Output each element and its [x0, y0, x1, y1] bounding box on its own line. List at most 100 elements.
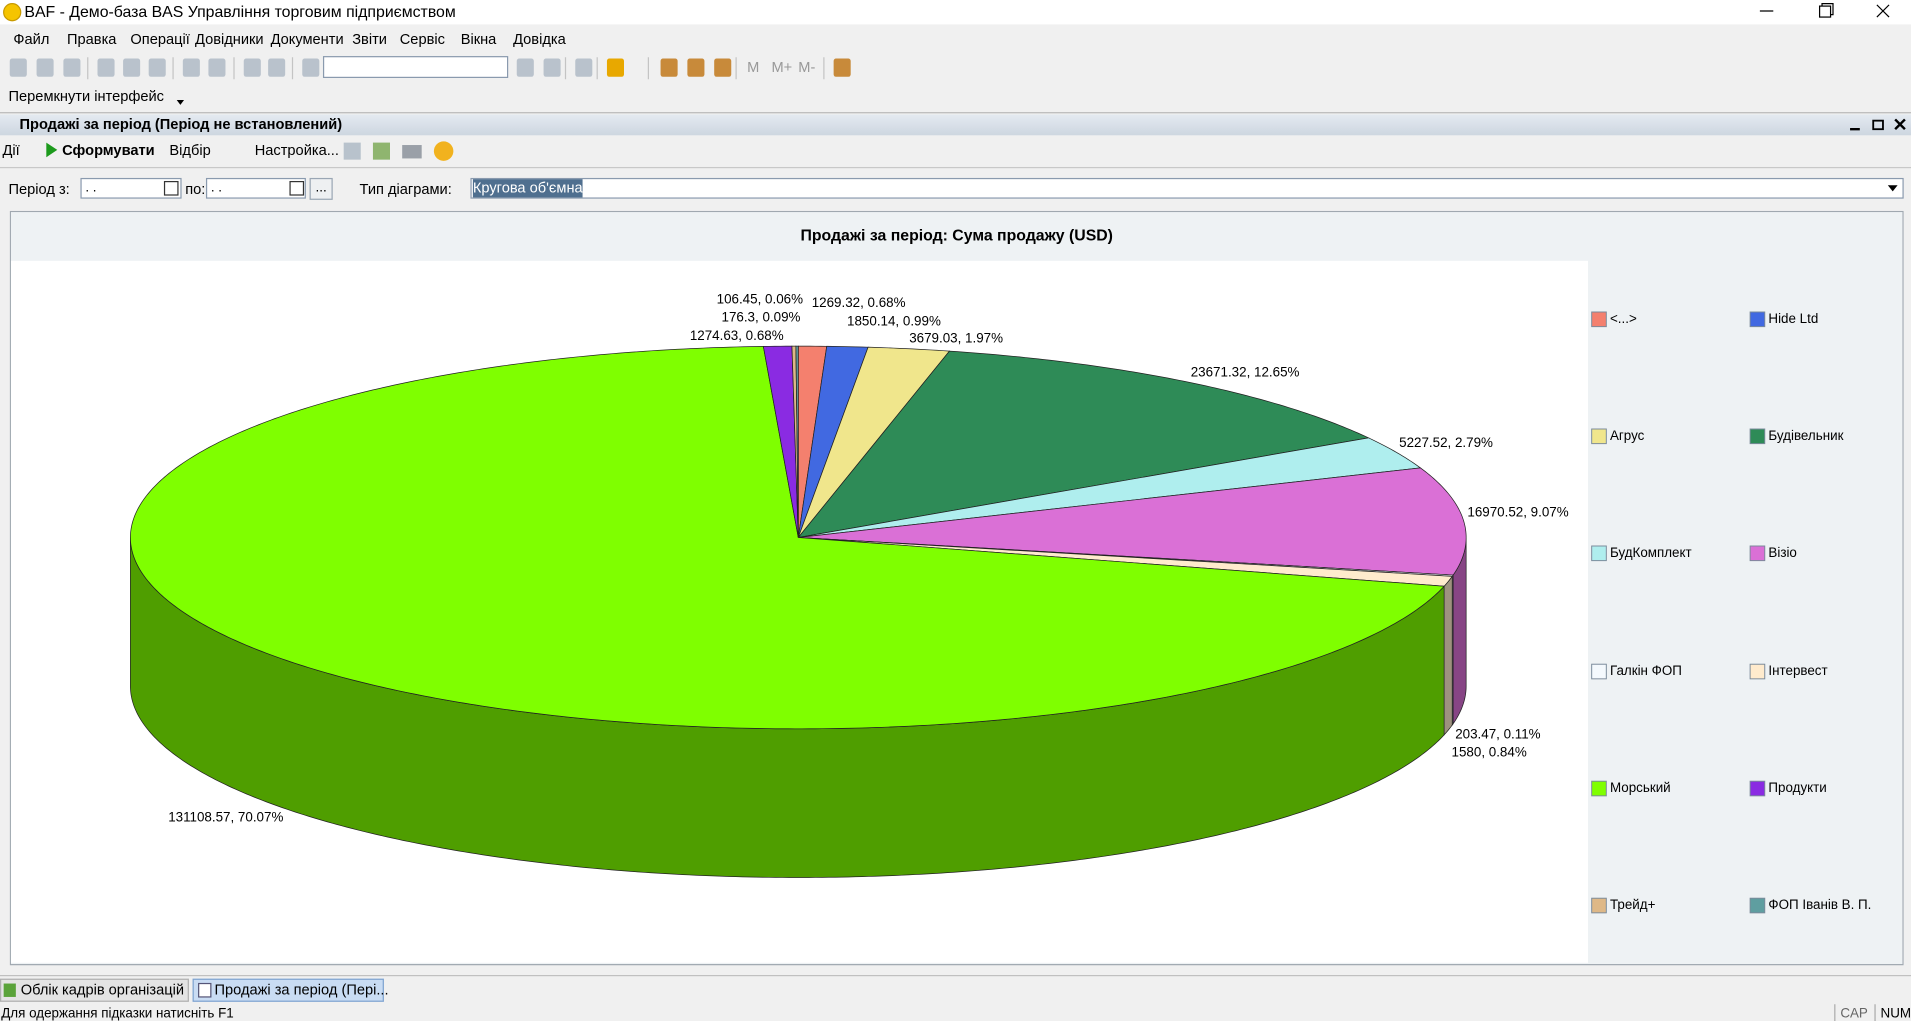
app-icon: [3, 3, 22, 22]
dropdown-arrow[interactable]: [1884, 179, 1902, 197]
chart-title: Продажі за період: Сума продажу (USD): [800, 228, 1112, 245]
menu-item[interactable]: Довідка: [513, 30, 566, 48]
data-label: 5227.52, 2.79%: [1399, 435, 1493, 450]
data-label: 203.47, 0.11%: [1455, 726, 1540, 741]
legend-label: Морський: [1610, 780, 1671, 795]
form-toolbar-icons[interactable]: [341, 139, 457, 163]
legend-swatch: [1591, 897, 1607, 914]
legend-swatch: [1591, 545, 1607, 562]
separator: [0, 975, 1911, 977]
legend-label: Галкін ФОП: [1610, 663, 1682, 678]
data-label: 176.3, 0.09%: [722, 310, 801, 325]
legend-swatch: [1749, 311, 1766, 328]
menu-item[interactable]: Сервіс: [399, 30, 445, 48]
toolbar-icon[interactable]: [36, 58, 54, 77]
legend-swatch: [1591, 663, 1607, 680]
pie-slice: [798, 467, 1467, 576]
toolbar-icon[interactable]: [714, 58, 732, 77]
legend-label: Візіо: [1768, 545, 1796, 560]
chart-type-label: Тип діаграми:: [359, 180, 452, 198]
tab-icon: [3, 983, 16, 997]
document-header: [0, 114, 1911, 136]
data-label: 1850.14, 0.99%: [847, 313, 941, 328]
memory-button[interactable]: M+: [771, 58, 793, 76]
legend-label: Трейд+: [1610, 897, 1656, 912]
legend-label: БудКомплект: [1610, 545, 1692, 560]
toolbar-icon[interactable]: [833, 58, 851, 77]
menu-item[interactable]: Операції: [130, 30, 190, 48]
legend-swatch: [1591, 428, 1607, 445]
window-controls[interactable]: [1743, 0, 1911, 24]
legend-swatch: [1749, 428, 1766, 445]
menu-item[interactable]: Довідники: [195, 30, 264, 48]
settings-button[interactable]: Настройка...: [254, 141, 339, 159]
toolbar-icon[interactable]: [63, 58, 81, 77]
tab-label[interactable]: Продажі за період (Пері...: [214, 981, 389, 999]
legend-label: Продукти: [1768, 780, 1826, 795]
memory-button[interactable]: M: [747, 58, 760, 76]
chart-type-select[interactable]: [470, 177, 1904, 199]
chart-type-value[interactable]: Кругова об'ємна: [472, 179, 583, 198]
window-title: BAF - Демо-база BAS Управління торговим …: [24, 2, 456, 21]
toolbar-icon[interactable]: [606, 58, 624, 77]
toolbar-icon[interactable]: [9, 58, 27, 77]
toolbar-icon[interactable]: [123, 58, 141, 77]
status-indicator: NUM: [1874, 1004, 1911, 1021]
tab-label[interactable]: Облік кадрів організацій: [20, 981, 185, 999]
document-controls[interactable]: [1846, 116, 1911, 134]
menu-item[interactable]: Вікна: [460, 30, 497, 48]
toolbar-icon[interactable]: [208, 58, 226, 77]
toolbar-icon[interactable]: [516, 58, 534, 77]
menu-item[interactable]: Правка: [67, 30, 117, 48]
toolbar-icon[interactable]: [268, 58, 286, 77]
search-combo[interactable]: [322, 56, 509, 78]
memory-button[interactable]: M-: [798, 58, 816, 76]
tab-active[interactable]: [192, 978, 384, 1002]
menu-item[interactable]: Документи: [270, 30, 344, 48]
toolbar-icon[interactable]: [660, 58, 678, 77]
period-from-label: Період з:: [8, 180, 70, 198]
pie-slice: [797, 350, 1370, 538]
toolbar-icon[interactable]: [97, 58, 115, 77]
legend-label: <...>: [1610, 311, 1637, 326]
period-to-input[interactable]: . .: [205, 177, 306, 199]
chart: Продажі за період: Сума продажу (USD) 12…: [9, 210, 1904, 966]
toolbar-icon[interactable]: [302, 58, 320, 77]
run-icon: [46, 142, 58, 158]
toolbar-icon[interactable]: [182, 58, 200, 77]
legend-swatch: [1591, 780, 1607, 797]
legend-swatch: [1591, 311, 1607, 328]
filter-button[interactable]: Відбір: [169, 141, 211, 159]
separator: [0, 112, 1911, 114]
legend-swatch: [1749, 897, 1766, 914]
pie-slice: [798, 437, 1422, 538]
period-from-input[interactable]: . .: [80, 177, 182, 199]
tab[interactable]: [0, 978, 189, 1002]
pie-slice: [795, 345, 799, 538]
legend-swatch: [1749, 780, 1766, 797]
pie-slice: [762, 345, 799, 538]
period-to-label: по:: [185, 180, 206, 198]
switch-interface[interactable]: Перемкнути інтерфейс: [8, 87, 164, 105]
generate-button[interactable]: Сформувати: [62, 141, 155, 159]
toolbar-icon[interactable]: [243, 58, 261, 77]
select-period-button[interactable]: ...: [309, 177, 333, 200]
menu-item[interactable]: Звіти: [352, 30, 387, 48]
menu-item[interactable]: Файл: [13, 30, 50, 48]
data-label: 23671.32, 12.65%: [1191, 364, 1300, 379]
calendar-buttons[interactable]: [163, 179, 309, 197]
data-label: 1580, 0.84%: [1452, 745, 1527, 760]
toolbar-icon[interactable]: [575, 58, 593, 77]
menu-bar: Файл Правка Операції Довідники Документи Звіт…: [0, 27, 1911, 51]
legend-swatch: [1749, 545, 1766, 562]
toolbar-icon[interactable]: [148, 58, 166, 77]
actions-menu[interactable]: Дії: [2, 141, 20, 159]
pie-slice-side: [1443, 575, 1453, 736]
data-label: 106.45, 0.06%: [717, 291, 803, 306]
legend-label: ФОП Іванів В. П.: [1768, 897, 1871, 912]
data-label: 3679.03, 1.97%: [909, 330, 1003, 345]
title-bar: [0, 0, 1911, 25]
toolbar-icon[interactable]: [543, 58, 561, 77]
data-label: 1274.63, 0.68%: [690, 328, 784, 343]
toolbar-icon[interactable]: [687, 58, 705, 77]
